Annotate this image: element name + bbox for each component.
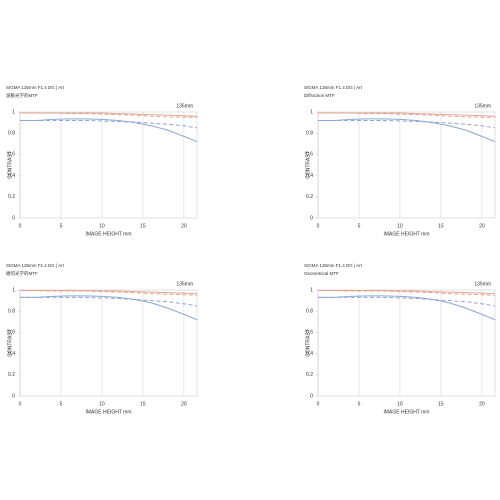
plot-frame	[317, 111, 496, 219]
y-tick-label: 0.4	[306, 351, 313, 357]
plot-frame	[19, 111, 198, 219]
mtf-line	[318, 118, 496, 143]
mtf-line	[318, 119, 496, 129]
y-tick-label: 0.6	[306, 330, 313, 336]
x-tick-label: 20	[181, 401, 187, 407]
mtf-line	[20, 112, 197, 118]
y-tick-label: 0	[310, 215, 313, 221]
mtf-line	[318, 112, 496, 117]
x-axis-label: IMAGE HEIGHT mm	[85, 231, 131, 237]
x-tick-label: 0	[19, 401, 22, 407]
chart-subtitle: 波動光学的MTF	[6, 92, 38, 99]
y-tick-label: 0.6	[306, 152, 313, 158]
mtf-line	[20, 112, 198, 117]
x-tick-label: 5	[358, 223, 361, 229]
annotation: 135mm	[176, 103, 193, 109]
y-tick-label: 1	[12, 287, 15, 293]
mtf-line	[20, 290, 198, 296]
y-tick-label: 0.4	[8, 351, 15, 357]
x-axis-label: IMAGE HEIGHT mm	[383, 409, 429, 415]
y-tick-label: 0	[310, 393, 313, 399]
chart-subtitle: 幾何光学的MTF	[6, 270, 38, 277]
x-tick-label: 15	[140, 401, 146, 407]
x-tick-label: 20	[479, 401, 485, 407]
y-axis-label: CONTRAST	[305, 151, 311, 179]
mtf-line	[318, 295, 496, 321]
y-tick-label: 0	[12, 393, 15, 399]
x-tick-label: 20	[181, 223, 187, 229]
mtf-line	[318, 112, 495, 118]
chart-title: SIGMA 135mm F1.4 DG | Art	[6, 263, 65, 268]
x-tick-label: 0	[317, 223, 320, 229]
mtf-line	[318, 296, 496, 307]
y-tick-label: 0.2	[306, 194, 313, 200]
x-tick-label: 10	[397, 223, 403, 229]
y-tick-label: 1	[310, 109, 313, 115]
y-tick-label: 0.2	[8, 194, 15, 200]
x-axis-label: IMAGE HEIGHT mm	[383, 231, 429, 237]
mtf-line	[20, 290, 198, 295]
mtf-line	[20, 296, 198, 307]
plot-frame	[19, 289, 198, 397]
y-axis-label: CONTRAST	[7, 151, 13, 179]
x-tick-label: 5	[60, 223, 63, 229]
mtf-line	[318, 290, 496, 296]
y-axis-label: CONTRAST	[305, 329, 311, 357]
x-tick-label: 10	[99, 401, 105, 407]
x-tick-label: 0	[19, 223, 22, 229]
mtf-line	[20, 119, 198, 129]
y-tick-label: 0.8	[8, 131, 15, 137]
chart-title: SIGMA 135mm F1.4 DG | Art	[304, 263, 363, 268]
y-tick-label: 0	[12, 215, 15, 221]
x-tick-label: 5	[60, 401, 63, 407]
y-tick-label: 0.8	[306, 131, 313, 137]
annotation: 135mm	[176, 281, 193, 287]
y-tick-label: 0.2	[8, 372, 15, 378]
y-tick-label: 0.2	[306, 372, 313, 378]
y-tick-label: 0.6	[8, 152, 15, 158]
x-tick-label: 15	[140, 223, 146, 229]
x-tick-label: 0	[317, 401, 320, 407]
y-tick-label: 0.8	[306, 309, 313, 315]
y-tick-label: 0.4	[8, 173, 15, 179]
annotation: 135mm	[474, 281, 491, 287]
y-tick-label: 1	[310, 287, 313, 293]
x-tick-label: 10	[397, 401, 403, 407]
x-tick-label: 10	[99, 223, 105, 229]
x-axis-label: IMAGE HEIGHT mm	[85, 409, 131, 415]
mtf-line	[20, 295, 198, 321]
y-tick-label: 0.4	[306, 173, 313, 179]
chart-title: SIGMA 135mm F1.4 DG | Art	[6, 85, 65, 90]
y-tick-label: 0.8	[8, 309, 15, 315]
annotation: 135mm	[474, 103, 491, 109]
chart-subtitle: Geometrical MTF	[304, 271, 339, 276]
y-tick-label: 0.6	[8, 330, 15, 336]
mtf-line	[318, 290, 496, 295]
y-tick-label: 1	[12, 109, 15, 115]
mtf-line	[20, 118, 198, 143]
x-tick-label: 20	[479, 223, 485, 229]
chart-title: SIGMA 135mm F1.4 DG | Art	[304, 85, 363, 90]
plot-frame	[317, 289, 496, 397]
chart-subtitle: Diffraction MTF	[304, 93, 335, 98]
y-axis-label: CONTRAST	[7, 329, 13, 357]
x-tick-label: 5	[358, 401, 361, 407]
x-tick-label: 15	[438, 223, 444, 229]
x-tick-label: 15	[438, 401, 444, 407]
